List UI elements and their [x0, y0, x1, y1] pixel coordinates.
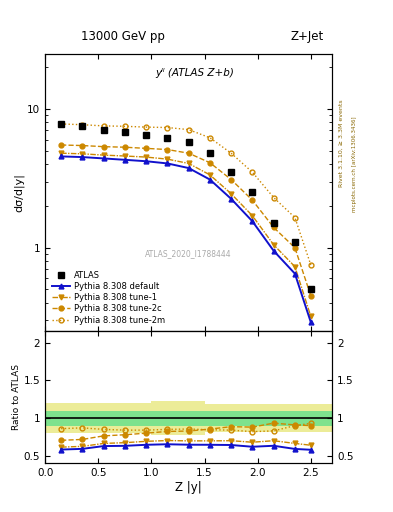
ATLAS [101, 127, 106, 134]
Pythia 8.308 default [123, 157, 127, 163]
Pythia 8.308 default [250, 218, 255, 224]
Pythia 8.308 tune-2c [309, 293, 313, 299]
ATLAS [80, 122, 85, 129]
Text: Z+Jet: Z+Jet [290, 30, 323, 42]
Line: Pythia 8.308 default: Pythia 8.308 default [59, 154, 313, 325]
Line: Pythia 8.308 tune-1: Pythia 8.308 tune-1 [59, 151, 313, 319]
Pythia 8.308 default [59, 153, 64, 159]
Pythia 8.308 default [229, 196, 233, 202]
Line: Pythia 8.308 tune-2c: Pythia 8.308 tune-2c [59, 142, 313, 298]
Pythia 8.308 tune-1 [229, 190, 233, 197]
ATLAS [186, 139, 191, 145]
ATLAS [229, 169, 233, 175]
Pythia 8.308 tune-2c [229, 177, 233, 183]
Pythia 8.308 tune-1 [292, 264, 297, 270]
Pythia 8.308 default [208, 177, 212, 183]
Text: ATLAS_2020_I1788444: ATLAS_2020_I1788444 [145, 249, 232, 258]
Pythia 8.308 tune-2c [292, 245, 297, 251]
ATLAS [59, 121, 64, 127]
Pythia 8.308 default [292, 270, 297, 276]
Y-axis label: Ratio to ATLAS: Ratio to ATLAS [12, 365, 21, 430]
Pythia 8.308 default [271, 248, 276, 254]
Pythia 8.308 tune-2m [229, 150, 233, 156]
Pythia 8.308 tune-2c [208, 160, 212, 166]
Pythia 8.308 tune-2c [250, 197, 255, 203]
Pythia 8.308 tune-2m [186, 126, 191, 133]
Pythia 8.308 tune-2m [101, 123, 106, 129]
Pythia 8.308 tune-1 [208, 172, 212, 178]
Pythia 8.308 tune-2c [165, 146, 170, 153]
Pythia 8.308 tune-2c [123, 144, 127, 151]
Line: ATLAS: ATLAS [58, 120, 314, 293]
Pythia 8.308 tune-2m [271, 195, 276, 201]
Pythia 8.308 tune-1 [309, 313, 313, 319]
ATLAS [165, 135, 170, 141]
Pythia 8.308 tune-2c [271, 224, 276, 230]
Pythia 8.308 tune-2c [59, 142, 64, 148]
Pythia 8.308 default [101, 155, 106, 161]
Pythia 8.308 tune-2m [59, 121, 64, 127]
Pythia 8.308 tune-2c [186, 150, 191, 156]
Pythia 8.308 tune-2m [80, 122, 85, 128]
Pythia 8.308 tune-2m [250, 169, 255, 175]
Line: Pythia 8.308 tune-2m: Pythia 8.308 tune-2m [59, 121, 313, 267]
Pythia 8.308 tune-2c [80, 142, 85, 148]
Legend: ATLAS, Pythia 8.308 default, Pythia 8.308 tune-1, Pythia 8.308 tune-2c, Pythia 8: ATLAS, Pythia 8.308 default, Pythia 8.30… [50, 269, 168, 327]
Pythia 8.308 tune-2c [144, 145, 149, 152]
ATLAS [271, 220, 276, 226]
Text: mcplots.cern.ch [arXiv:1306.3436]: mcplots.cern.ch [arXiv:1306.3436] [352, 116, 357, 211]
Pythia 8.308 tune-1 [144, 154, 149, 160]
X-axis label: Z |y|: Z |y| [175, 481, 202, 494]
Pythia 8.308 tune-1 [271, 242, 276, 248]
ATLAS [123, 129, 127, 135]
ATLAS [309, 286, 313, 292]
Pythia 8.308 default [165, 160, 170, 166]
Pythia 8.308 default [144, 158, 149, 164]
Pythia 8.308 tune-1 [250, 212, 255, 219]
Pythia 8.308 tune-1 [59, 150, 64, 156]
Pythia 8.308 tune-2m [292, 215, 297, 221]
Pythia 8.308 tune-1 [123, 153, 127, 159]
ATLAS [250, 189, 255, 196]
Bar [45, 411, 332, 425]
Text: 13000 GeV pp: 13000 GeV pp [81, 30, 165, 42]
Pythia 8.308 default [80, 154, 85, 160]
ATLAS [292, 239, 297, 245]
Pythia 8.308 tune-2m [123, 123, 127, 130]
Pythia 8.308 default [186, 165, 191, 171]
Pythia 8.308 tune-1 [186, 160, 191, 166]
Y-axis label: dσ/d|y|: dσ/d|y| [14, 173, 24, 212]
Pythia 8.308 tune-2c [101, 143, 106, 150]
Pythia 8.308 tune-2m [165, 124, 170, 131]
Pythia 8.308 tune-2m [208, 135, 212, 141]
Pythia 8.308 tune-2m [309, 262, 313, 268]
ATLAS [208, 150, 212, 156]
Pythia 8.308 tune-1 [80, 151, 85, 157]
Pythia 8.308 default [309, 319, 313, 325]
ATLAS [144, 132, 149, 138]
Pythia 8.308 tune-2m [144, 124, 149, 130]
Text: yˡˡ (ATLAS Z+b): yˡˡ (ATLAS Z+b) [155, 68, 234, 78]
Text: Rivet 3.1.10, ≥ 3.3M events: Rivet 3.1.10, ≥ 3.3M events [339, 99, 344, 187]
Pythia 8.308 tune-1 [165, 156, 170, 162]
Pythia 8.308 tune-1 [101, 152, 106, 158]
